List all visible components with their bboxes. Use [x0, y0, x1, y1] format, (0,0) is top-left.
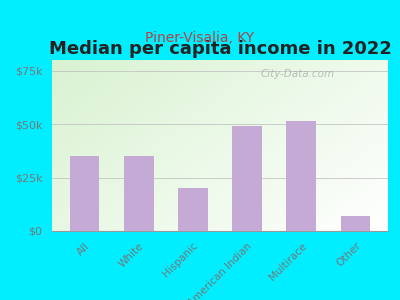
- Bar: [70, 156, 100, 231]
- Title: Median per capita income in 2022: Median per capita income in 2022: [48, 40, 392, 58]
- Text: Piner-Visalia, KY: Piner-Visalia, KY: [146, 32, 254, 46]
- Bar: [232, 126, 262, 231]
- Bar: [124, 156, 154, 231]
- Bar: [286, 121, 316, 231]
- Bar: [340, 216, 370, 231]
- Text: City-Data.com: City-Data.com: [260, 69, 334, 79]
- Bar: [178, 188, 208, 231]
